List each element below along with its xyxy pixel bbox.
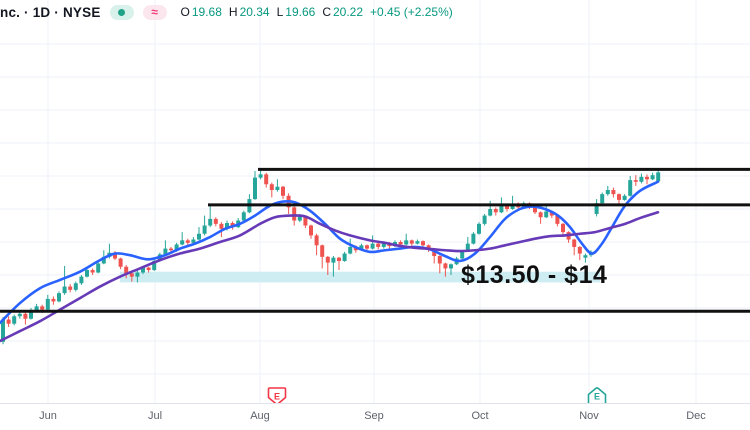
month-label: Nov [579,410,599,422]
close-label: C [322,5,331,19]
ohlc-values: O 19.68 H 20.34 L 19.66 C 20.22 +0.45 (+… [181,5,453,19]
symbol-info-bar: nc. · 1D · NYSE ≈ O 19.68 H 20.34 L 19.6… [0,0,453,24]
low-label: L [276,5,284,19]
month-label: Dec [686,410,706,422]
low-value: 19.66 [285,5,316,19]
month-label: Sep [364,410,384,422]
price-zone-label[interactable]: $13.50 - $14 [461,261,608,289]
delayed-data-icon[interactable]: ≈ [142,4,167,20]
month-label: Jul [147,410,163,422]
earnings-badge-icon [587,387,607,403]
earnings-badge-letter: E [594,391,600,401]
change-value: +0.45 (+2.25%) [370,5,453,19]
earnings-badge-icon [267,387,287,403]
market-open-dot-icon [118,8,126,16]
time-axis[interactable]: Jun Jul Aug Sep Oct Nov Dec [0,403,750,430]
ma-line-fast[interactable] [0,180,660,325]
support-zone-band[interactable] [120,271,600,283]
earnings-badge-letter: E [274,391,280,401]
earnings-marker[interactable]: E [267,387,287,403]
market-status-icon[interactable] [109,4,134,20]
grid-layer [0,0,750,403]
high-value: 20.34 [239,5,270,19]
close-value: 20.22 [333,5,364,19]
month-label: Jun [39,410,57,422]
ma-line-slow[interactable] [0,211,660,343]
month-label: Aug [250,410,270,422]
earnings-marker[interactable]: E [587,387,607,403]
month-label: Oct [471,410,489,422]
candles-layer [1,168,661,345]
symbol-title[interactable]: nc. · 1D · NYSE [0,4,101,20]
high-label: H [228,5,238,19]
open-label: O [180,5,190,19]
open-value: 19.68 [191,5,222,19]
